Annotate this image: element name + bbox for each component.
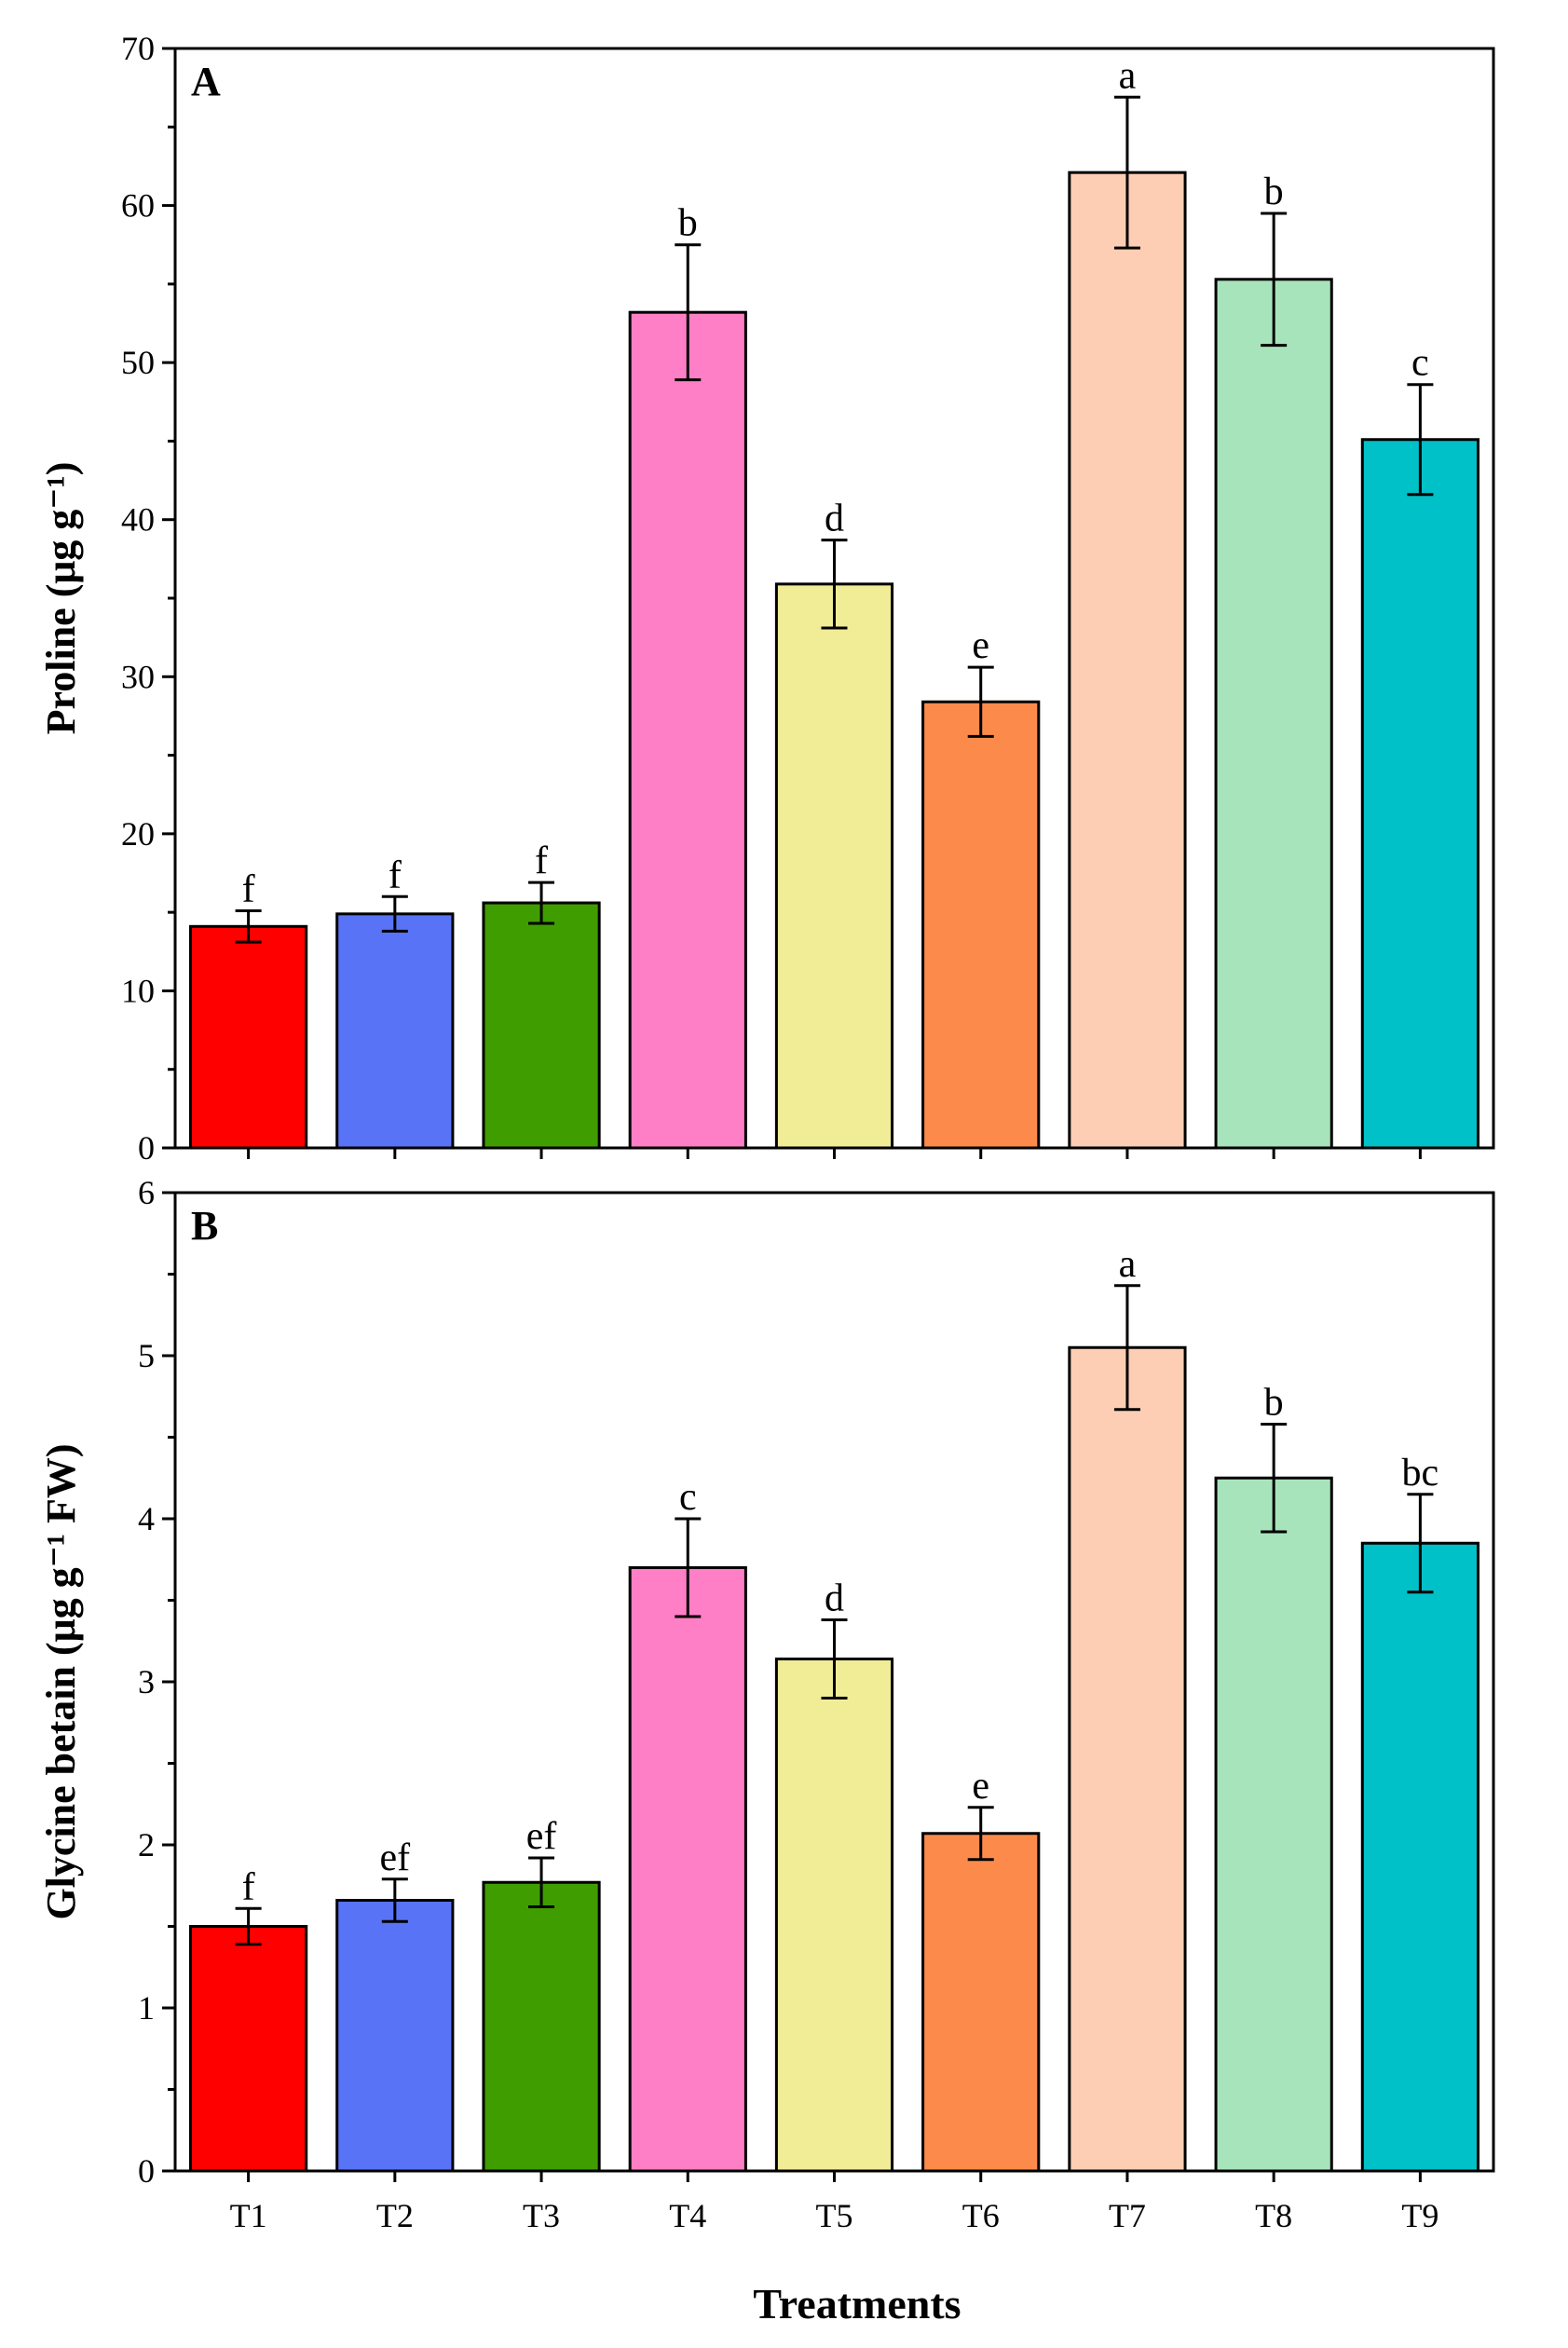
panel-a-letter-t7: a — [1119, 54, 1137, 97]
panel-a-error-bar-t6 — [967, 665, 994, 738]
panel-b-letter-t2: ef — [380, 1836, 411, 1879]
panel-a-letter-t4: b — [678, 202, 698, 245]
panel-a-bar-t9 — [1360, 438, 1479, 1150]
panel-a-bars: f f f b d e a b c — [189, 54, 1479, 1150]
panel-b-letter-t4: c — [679, 1476, 697, 1519]
panel-b-error-bar-t9 — [1407, 1493, 1434, 1594]
panel-a-ytick-label-1: 10 — [121, 972, 155, 1009]
panel-b-letter-t1: f — [242, 1865, 255, 1908]
panel-b-error-bar-t6 — [967, 1806, 994, 1862]
panel-b-xtick-label-t9: T9 — [1401, 2197, 1438, 2234]
panel-a-bar-t2 — [335, 912, 455, 1150]
panel-b-bar-t2 — [335, 1899, 455, 2173]
panel-a-ytick-label-4: 40 — [121, 501, 155, 539]
panel-b-error-bar-t1 — [235, 1906, 262, 1946]
panel-b-error-bar-t3 — [528, 1856, 555, 1908]
panel-b-error-bar-t2 — [381, 1877, 408, 1923]
panel-b-x-ticks: T1 T2 T3 T4 T5 T6 T7 T8 T9 — [230, 2171, 1438, 2234]
panel-a-ytick-label-0: 0 — [138, 1129, 155, 1167]
panel-a-letter-t5: d — [825, 498, 844, 540]
panel-a-ytick-label-6: 60 — [121, 187, 155, 225]
panel-b-letter-t3: ef — [526, 1815, 557, 1858]
panel-b-bar-t6 — [921, 1832, 1041, 2173]
panel-a-letter-t2: f — [389, 853, 402, 896]
panel-b-letter-t7: a — [1119, 1243, 1137, 1286]
panel-a-label: A — [191, 59, 221, 104]
panel-b-ytick-label-2: 2 — [138, 1826, 155, 1863]
panel-b-letter-t5: d — [825, 1577, 844, 1620]
panel-b-ytick-label-3: 3 — [138, 1663, 155, 1700]
panel-a-error-bar-t2 — [381, 894, 408, 933]
panel-a-letter-t1: f — [242, 867, 255, 910]
panel-b-letter-t9: bc — [1402, 1452, 1439, 1495]
panel-a-bar-t1 — [189, 924, 308, 1150]
panel-a-letter-t3: f — [535, 840, 548, 882]
panel-b-bar-t8 — [1214, 1476, 1333, 2173]
panel-a-ytick-label-3: 30 — [121, 658, 155, 695]
panel-a-ytick-label-5: 50 — [121, 344, 155, 381]
panel-a-bar-t6 — [921, 700, 1041, 1150]
panel-a-error-bar-t9 — [1407, 383, 1434, 497]
panel-b-ytick-label-4: 4 — [138, 1500, 155, 1537]
panel-a-proline: f f f b d e a b c 0 10 20 30 40 50 60 70 A Proline (μg … — [38, 30, 1495, 1167]
panel-a-bar-t5 — [774, 582, 894, 1150]
panel-a-bar-t8 — [1214, 278, 1333, 1150]
panel-a-letter-t6: e — [972, 624, 989, 667]
panel-b-ytick-label-5: 5 — [138, 1337, 155, 1374]
panel-b-error-bar-t8 — [1261, 1423, 1288, 1534]
panel-a-ytick-label-7: 70 — [121, 30, 155, 67]
panel-a-x-ticks — [247, 1148, 1422, 1159]
panel-b-xtick-label-t5: T5 — [816, 2197, 853, 2234]
panel-b-xtick-label-t6: T6 — [962, 2197, 1000, 2234]
panel-a-bar-t4 — [628, 310, 747, 1150]
panel-a-y-axis-title: Proline (μg g⁻¹) — [38, 462, 84, 735]
panel-b-y-axis: 0 1 2 3 4 5 6 — [138, 1174, 175, 2190]
panel-b-bar-t9 — [1360, 1541, 1479, 2173]
panel-b-xtick-label-t4: T4 — [669, 2197, 706, 2234]
panel-a-error-bar-t5 — [821, 539, 848, 630]
panel-b-label: B — [191, 1203, 218, 1249]
panel-b-bar-t4 — [628, 1566, 747, 2173]
panel-b-letter-t8: b — [1264, 1382, 1284, 1425]
panel-a-error-bar-t7 — [1113, 95, 1140, 250]
panel-b-error-bar-t4 — [675, 1517, 702, 1618]
panel-a-letter-t8: b — [1264, 171, 1284, 213]
panel-b-bar-t1 — [189, 1925, 308, 2173]
panel-a-y-axis: 0 10 20 30 40 50 60 70 — [121, 30, 175, 1167]
panel-b-xtick-label-t7: T7 — [1109, 2197, 1146, 2234]
panel-a-error-bar-t4 — [675, 243, 702, 382]
x-axis-title: Treatments — [753, 2280, 961, 2328]
panel-b-bar-t7 — [1068, 1345, 1187, 2173]
panel-b-bars: f ef ef c d e a b bc — [189, 1243, 1479, 2173]
panel-a-error-bar-t1 — [235, 908, 262, 944]
panel-b-xtick-label-t2: T2 — [376, 2197, 414, 2234]
panel-a-error-bar-t3 — [528, 880, 555, 925]
panel-b-y-axis-title: Glycine betain (μg g⁻¹ FW) — [38, 1443, 84, 1919]
panel-b-error-bar-t7 — [1113, 1284, 1140, 1412]
panel-b-xtick-label-t8: T8 — [1255, 2197, 1292, 2234]
panel-b-bar-t5 — [774, 1658, 894, 2173]
panel-b-ytick-label-6: 6 — [138, 1174, 155, 1211]
panel-b-xtick-label-t3: T3 — [523, 2197, 560, 2234]
panel-b-error-bar-t5 — [821, 1618, 848, 1700]
panel-b-frame — [173, 1191, 1495, 2173]
panel-a-error-bar-t8 — [1261, 212, 1288, 348]
panel-a-letter-t9: c — [1411, 342, 1429, 385]
panel-a-bar-t7 — [1068, 171, 1187, 1150]
panel-a-ytick-label-2: 20 — [121, 815, 155, 853]
panel-b-bar-t3 — [482, 1880, 601, 2173]
panel-a-frame — [173, 47, 1495, 1150]
panel-b-ytick-label-0: 0 — [138, 2152, 155, 2190]
panel-b-ytick-label-1: 1 — [138, 1989, 155, 2027]
panel-b-letter-t6: e — [972, 1765, 989, 1808]
panel-a-bar-t3 — [482, 901, 601, 1150]
panel-b-xtick-label-t1: T1 — [230, 2197, 267, 2234]
